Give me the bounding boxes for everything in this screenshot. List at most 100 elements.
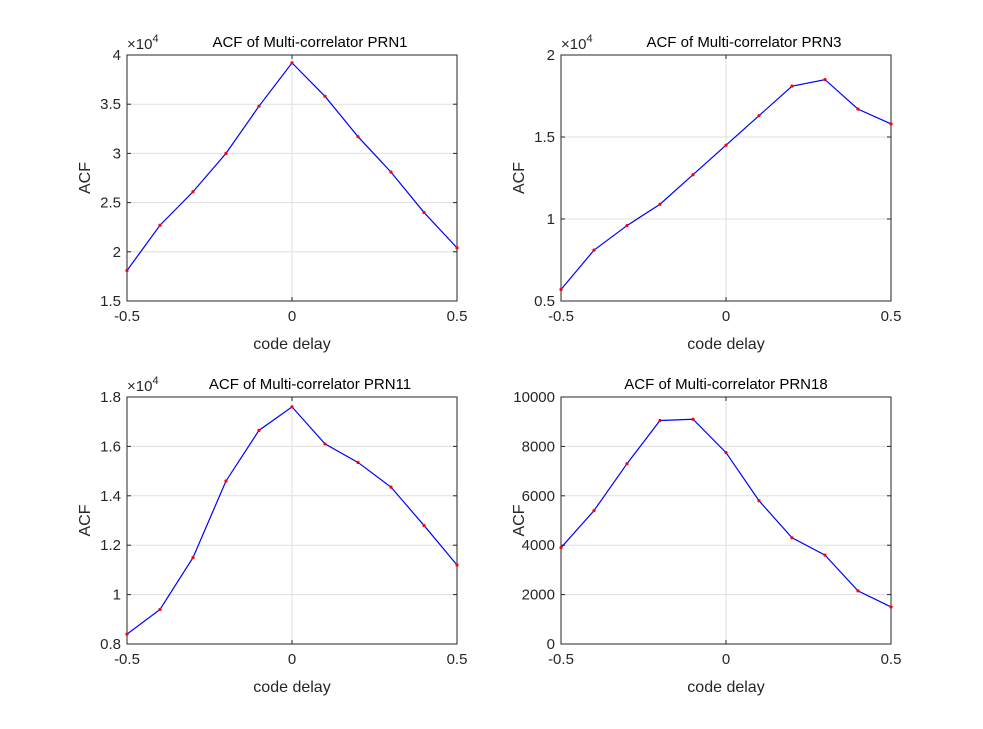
- x-tick-label: 0: [722, 651, 730, 668]
- y-tick-label: 10000: [513, 389, 555, 406]
- data-point: [257, 428, 261, 432]
- data-point: [125, 632, 129, 636]
- data-point: [455, 563, 459, 567]
- y-tick-label: 2000: [522, 587, 555, 604]
- axis-exponent-power: 4: [586, 33, 592, 45]
- chart-title: ACF of Multi-correlator PRN1: [212, 34, 407, 51]
- data-point: [592, 509, 596, 513]
- y-tick-label: 0: [547, 636, 555, 653]
- x-tick-label: -0.5: [114, 651, 140, 668]
- data-point: [823, 78, 827, 82]
- data-point: [356, 135, 360, 139]
- chart-title: ACF of Multi-correlator PRN11: [209, 376, 411, 393]
- y-tick-label: 1.5: [100, 293, 121, 310]
- subplot-prn1: -0.5 0 0.5 1.5 2 2.5 3 3.5 4 code delay ACF ×104 ACF…: [77, 33, 467, 353]
- data-point: [158, 223, 162, 227]
- data-point: [658, 418, 662, 423]
- subplot-prn11: -0.5 0 0.5 0.8 1 1.2 1.4 1.6 1.8 code delay ACF ×10…: [77, 375, 467, 696]
- data-point: [757, 499, 761, 503]
- x-axis-label: code delay: [253, 336, 330, 353]
- y-tick-label: 1.4: [100, 488, 121, 505]
- data-point: [625, 462, 629, 466]
- y-tick-label: 1.5: [534, 129, 555, 146]
- axis-exponent: ×104: [127, 33, 159, 53]
- data-point: [191, 190, 195, 194]
- data-point: [856, 107, 860, 111]
- chart-title: ACF of Multi-correlator PRN18: [624, 376, 827, 393]
- data-point: [856, 589, 860, 593]
- y-tick-label: 4000: [522, 537, 555, 554]
- x-axis-label: code delay: [687, 679, 764, 696]
- y-tick-label: 4: [113, 47, 121, 64]
- y-tick-label: 0.8: [100, 636, 121, 653]
- data-point: [757, 114, 761, 118]
- data-point: [257, 104, 261, 108]
- y-tick-label: 1.8: [100, 389, 121, 406]
- x-tick-label: 0: [288, 651, 296, 668]
- y-axis-label: ACF: [511, 504, 528, 536]
- y-tick-label: 1: [113, 587, 121, 604]
- data-point: [224, 479, 228, 483]
- subplot-prn3: -0.5 0 0.5 0.5 1 1.5 2 code delay ACF ×104 ACF of …: [511, 33, 901, 353]
- data-point: [658, 202, 662, 206]
- y-tick-label: 6000: [522, 488, 555, 505]
- y-tick-label: 1: [547, 211, 555, 228]
- x-axis-label: code delay: [687, 336, 764, 353]
- x-tick-label: 0.5: [881, 308, 902, 325]
- x-tick-label: -0.5: [548, 308, 574, 325]
- data-point: [455, 246, 459, 250]
- y-tick-label: 2: [547, 47, 555, 64]
- data-point: [823, 553, 827, 557]
- y-tick-label: 3: [113, 145, 121, 162]
- data-point: [422, 523, 426, 528]
- x-tick-label: -0.5: [114, 308, 140, 325]
- data-point: [559, 546, 563, 550]
- data-point: [389, 485, 393, 489]
- data-point: [691, 173, 695, 177]
- y-tick-label: 3.5: [100, 96, 121, 113]
- data-point: [625, 223, 629, 228]
- data-point: [356, 460, 360, 465]
- y-axis-label: ACF: [77, 504, 94, 536]
- data-point: [158, 607, 162, 612]
- y-tick-label: 0.5: [534, 293, 555, 310]
- y-axis-label: ACF: [511, 162, 528, 194]
- y-axis-label: ACF: [77, 162, 94, 194]
- data-point: [191, 555, 195, 560]
- data-point: [125, 268, 129, 273]
- data-point: [389, 170, 393, 174]
- data-point: [790, 536, 794, 540]
- axis-exponent-power: 4: [152, 375, 158, 387]
- x-tick-label: 0: [722, 308, 730, 325]
- data-point: [790, 84, 794, 88]
- y-tick-label: 1.2: [100, 537, 121, 554]
- data-point: [889, 605, 893, 609]
- data-point: [889, 122, 893, 126]
- data-point: [592, 248, 596, 252]
- x-tick-label: 0.5: [881, 651, 902, 668]
- chart-title: ACF of Multi-correlator PRN3: [646, 34, 841, 51]
- data-point: [422, 210, 426, 215]
- x-axis-label: code delay: [253, 679, 330, 696]
- x-tick-label: -0.5: [548, 651, 574, 668]
- y-tick-label: 1.6: [100, 438, 121, 455]
- x-tick-label: 0: [288, 308, 296, 325]
- x-tick-label: 0.5: [447, 651, 468, 668]
- axis-exponent: ×104: [127, 375, 159, 395]
- data-point: [559, 287, 563, 292]
- axis-exponent-power: 4: [152, 33, 158, 45]
- y-tick-label: 2.5: [100, 195, 121, 212]
- data-point: [290, 405, 294, 409]
- x-tick-label: 0.5: [447, 308, 468, 325]
- axis-exponent: ×104: [561, 33, 593, 53]
- data-point: [323, 94, 327, 98]
- data-point: [691, 417, 695, 421]
- y-tick-label: 2: [113, 244, 121, 261]
- data-point: [724, 450, 728, 455]
- y-tick-label: 8000: [522, 438, 555, 455]
- data-point: [290, 61, 294, 65]
- data-point: [323, 442, 327, 446]
